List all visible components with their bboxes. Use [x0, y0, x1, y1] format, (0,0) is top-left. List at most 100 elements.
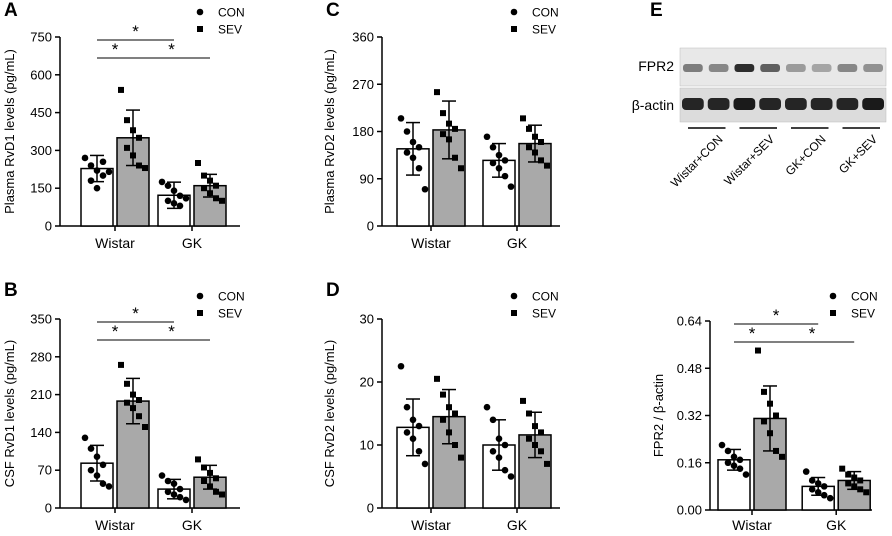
data-point-sev — [130, 405, 136, 412]
data-point-con — [397, 362, 405, 370]
blot-band-actin — [785, 98, 807, 110]
legend-label-con: CON — [218, 290, 245, 304]
bar-con-wistar — [396, 426, 430, 509]
data-point-sev — [544, 460, 550, 467]
legend-label-con: CON — [218, 6, 245, 20]
y-tick-label: 280 — [30, 349, 52, 364]
legend-label-con: CON — [532, 6, 559, 20]
data-point-sev — [532, 133, 538, 140]
data-point-con — [507, 183, 515, 190]
legend-label-sev: SEV — [532, 307, 556, 321]
data-point-con — [736, 465, 744, 472]
y-tick-label: 0 — [367, 219, 374, 234]
data-point-con — [730, 453, 738, 461]
blot-band-fpr2 — [760, 64, 780, 72]
y-axis-label: CSF RvD2 levels (pg/mL) — [322, 340, 337, 487]
legend-marker-sev — [830, 310, 836, 316]
panel-letter: A — [4, 0, 18, 21]
blot-band-fpr2 — [863, 64, 883, 72]
data-point-sev — [452, 442, 458, 448]
data-point-con — [489, 448, 497, 455]
blot-band-fpr2 — [708, 64, 729, 72]
data-point-con — [176, 493, 184, 501]
blot-row-label-actin: β-actin — [632, 97, 674, 113]
x-tick-label: Wistar — [732, 517, 772, 533]
data-point-con — [802, 468, 810, 475]
data-point-con — [409, 138, 417, 146]
data-point-con — [93, 453, 101, 461]
blot-band-fpr2 — [786, 64, 806, 72]
data-point-sev — [136, 134, 142, 141]
data-point-sev — [124, 144, 130, 151]
data-point-con — [93, 184, 101, 192]
data-point-con — [718, 441, 726, 449]
data-point-con — [415, 164, 423, 172]
data-point-sev — [863, 489, 870, 496]
significance-star: * — [168, 40, 175, 59]
data-point-sev — [532, 442, 538, 448]
data-point-con — [158, 178, 166, 186]
legend-label-sev: SEV — [218, 23, 242, 37]
panel-letter: E — [650, 0, 663, 21]
data-point-con — [99, 480, 107, 488]
y-tick-label: 20 — [360, 375, 374, 390]
data-point-sev — [452, 154, 458, 161]
legend-label-con: CON — [532, 290, 559, 304]
blot-band-fpr2 — [837, 64, 858, 72]
y-axis-label: CSF RvD1 levels (pg/mL) — [2, 340, 17, 487]
data-point-con — [182, 194, 190, 202]
y-tick-label: 210 — [30, 387, 52, 402]
legend-marker-con — [510, 8, 518, 16]
data-point-sev — [118, 86, 124, 93]
y-tick-label: 0.48 — [677, 361, 702, 376]
y-tick-label: 0 — [367, 501, 374, 516]
data-point-con — [403, 128, 411, 135]
data-point-con — [170, 480, 178, 488]
data-point-con — [724, 459, 732, 467]
data-point-con — [87, 466, 95, 474]
y-tick-label: 750 — [30, 30, 52, 45]
data-point-sev — [845, 471, 852, 478]
data-point-sev — [219, 197, 225, 204]
data-point-con — [820, 491, 828, 499]
data-point-sev — [845, 480, 852, 487]
y-tick-label: 270 — [352, 77, 374, 92]
x-tick-label: Wistar — [95, 235, 135, 251]
blot-band-fpr2 — [683, 64, 703, 72]
y-tick-label: 150 — [30, 181, 52, 196]
data-point-sev — [779, 453, 785, 460]
data-point-sev — [136, 413, 142, 420]
x-tick-label: GK — [182, 517, 203, 533]
y-axis-label: FPR2 / β-actin — [651, 374, 666, 457]
significance-star: * — [773, 306, 780, 325]
data-point-con — [176, 192, 184, 200]
data-point-con — [170, 200, 178, 207]
data-point-con — [495, 164, 503, 172]
data-point-sev — [207, 177, 213, 184]
data-point-sev — [434, 375, 440, 382]
y-tick-label: 0.32 — [677, 408, 702, 423]
data-point-con — [176, 485, 184, 493]
blot-band-fpr2 — [811, 64, 832, 72]
data-point-sev — [124, 399, 130, 406]
data-point-sev — [538, 139, 544, 145]
data-point-sev — [520, 397, 526, 404]
data-point-con — [164, 477, 172, 485]
data-point-con — [170, 491, 178, 498]
data-point-con — [826, 494, 834, 502]
y-tick-label: 70 — [38, 463, 52, 478]
data-point-sev — [773, 412, 779, 419]
data-point-sev — [195, 456, 201, 463]
y-tick-label: 0.00 — [677, 503, 702, 518]
data-point-con — [489, 416, 497, 424]
data-point-sev — [851, 474, 858, 481]
blot-band-actin — [707, 98, 730, 110]
blot-band-actin — [682, 98, 704, 110]
data-point-sev — [213, 488, 219, 495]
data-point-sev — [538, 429, 544, 436]
data-point-sev — [118, 361, 124, 368]
data-point-sev — [440, 110, 446, 117]
significance-star: * — [132, 304, 139, 323]
